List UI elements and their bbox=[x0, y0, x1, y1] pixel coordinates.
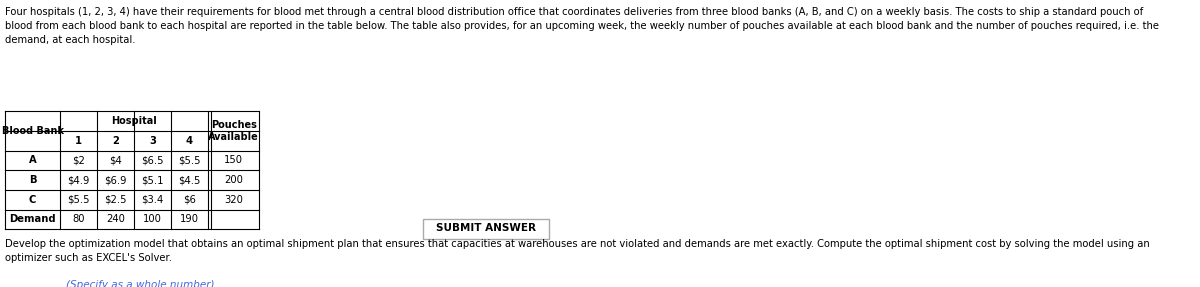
Text: 320: 320 bbox=[224, 195, 244, 205]
Text: $6: $6 bbox=[182, 195, 196, 205]
Text: 150: 150 bbox=[224, 155, 244, 165]
Text: (Specify as a whole number): (Specify as a whole number) bbox=[66, 280, 215, 287]
Text: 2: 2 bbox=[112, 136, 119, 146]
Text: A: A bbox=[29, 155, 36, 165]
Text: $6.5: $6.5 bbox=[142, 155, 163, 165]
Text: $5.1: $5.1 bbox=[142, 175, 163, 185]
Text: $2.5: $2.5 bbox=[104, 195, 127, 205]
Text: $5.5: $5.5 bbox=[67, 195, 90, 205]
Text: Blood Bank: Blood Bank bbox=[1, 126, 64, 136]
Text: $5.5: $5.5 bbox=[178, 155, 200, 165]
Text: $2: $2 bbox=[72, 155, 85, 165]
Text: Four hospitals (1, 2, 3, 4) have their requirements for blood met through a cent: Four hospitals (1, 2, 3, 4) have their r… bbox=[5, 7, 1159, 45]
Text: Develop the optimization model that obtains an optimal shipment plan that ensure: Develop the optimization model that obta… bbox=[5, 239, 1150, 263]
Text: C: C bbox=[29, 195, 36, 205]
Text: B: B bbox=[29, 175, 36, 185]
Text: $4: $4 bbox=[109, 155, 122, 165]
Text: 3: 3 bbox=[149, 136, 156, 146]
FancyBboxPatch shape bbox=[422, 219, 548, 239]
Text: Hospital: Hospital bbox=[112, 116, 157, 126]
Text: 240: 240 bbox=[106, 214, 125, 224]
Text: SUBMIT ANSWER: SUBMIT ANSWER bbox=[436, 223, 535, 233]
Text: $4.5: $4.5 bbox=[179, 175, 200, 185]
Text: $6.9: $6.9 bbox=[104, 175, 127, 185]
Text: 190: 190 bbox=[180, 214, 199, 224]
Text: $3.4: $3.4 bbox=[142, 195, 163, 205]
Text: Demand: Demand bbox=[10, 214, 56, 224]
Text: 100: 100 bbox=[143, 214, 162, 224]
Text: $4.9: $4.9 bbox=[67, 175, 90, 185]
Text: 4: 4 bbox=[186, 136, 193, 146]
Text: 80: 80 bbox=[72, 214, 85, 224]
Text: Pouches
Available: Pouches Available bbox=[209, 120, 259, 142]
Text: 1: 1 bbox=[76, 136, 83, 146]
Text: 200: 200 bbox=[224, 175, 244, 185]
